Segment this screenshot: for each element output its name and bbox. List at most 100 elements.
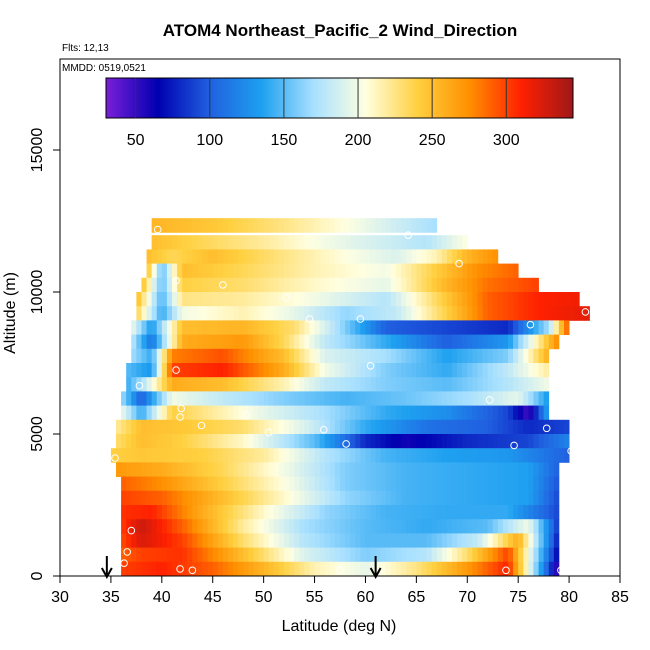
heatmap-cell: [217, 235, 224, 250]
heatmap-cell: [299, 391, 305, 406]
heatmap-cell: [528, 377, 534, 392]
heatmap-cell: [492, 306, 499, 321]
colorbar: 50 100 150 200 250 300: [105, 77, 574, 149]
heatmap-cell: [345, 348, 351, 364]
heatmap-cell: [487, 505, 494, 520]
heatmap-cell: [528, 434, 534, 449]
heatmap-cell: [416, 434, 422, 449]
heatmap-cell: [538, 419, 545, 435]
heatmap-cell: [228, 405, 234, 421]
heatmap-cell: [126, 405, 132, 421]
heatmap-cell: [452, 519, 458, 534]
heatmap-cell: [436, 334, 443, 350]
heatmap-cell: [238, 476, 244, 492]
heatmap-cell: [248, 547, 254, 563]
heatmap-cell: [446, 462, 453, 477]
heatmap-cell: [192, 391, 198, 406]
heatmap-cell: [431, 320, 438, 335]
heatmap-cell: [375, 292, 382, 307]
heatmap-cell: [513, 419, 519, 435]
heatmap-cell: [233, 320, 239, 335]
heatmap-cell: [131, 320, 137, 335]
heatmap-cell: [182, 476, 188, 492]
heatmap-cell: [334, 235, 341, 250]
heatmap-cell: [263, 462, 270, 477]
heatmap-cell: [497, 263, 504, 279]
heatmap-cell: [172, 277, 178, 293]
heatmap-cell: [457, 263, 463, 279]
heatmap-cell: [457, 448, 463, 463]
heatmap-cell: [406, 490, 412, 506]
heatmap-cell: [569, 292, 575, 307]
heatmap-cell: [192, 320, 198, 335]
heatmap-cell: [533, 490, 539, 506]
heatmap-cell: [345, 533, 351, 548]
heatmap-cell: [253, 533, 259, 548]
heatmap-cell: [156, 519, 163, 534]
heatmap-cell: [324, 519, 331, 534]
heatmap-cell: [380, 249, 387, 264]
heatmap-cell: [172, 334, 178, 350]
heatmap-cell: [156, 434, 163, 449]
heatmap-cell: [452, 561, 458, 577]
heatmap-cell: [472, 434, 478, 449]
heatmap-cell: [141, 419, 147, 435]
heatmap-row: [116, 419, 570, 435]
heatmap-cell: [136, 405, 142, 421]
heatmap-cell: [202, 505, 209, 520]
heatmap-cell: [416, 519, 422, 534]
heatmap-cell: [528, 519, 534, 534]
heatmap-cell: [467, 306, 473, 321]
measurement-point: [342, 440, 350, 448]
heatmap-cell: [182, 505, 188, 520]
heatmap-cell: [334, 448, 341, 463]
heatmap-cell: [319, 263, 326, 279]
heatmap-cell: [553, 505, 560, 520]
heatmap-cell: [289, 320, 295, 335]
heatmap-cell: [238, 391, 244, 406]
heatmap-cell: [156, 306, 163, 321]
heatmap-cell: [294, 419, 300, 435]
heatmap-cell: [161, 533, 168, 548]
heatmap-cell: [314, 363, 321, 378]
heatmap-cell: [192, 519, 198, 534]
heatmap-cell: [228, 519, 234, 534]
heatmap-cell: [487, 292, 494, 307]
heatmap-cell: [396, 348, 402, 364]
heatmap-cell: [487, 533, 494, 548]
heatmap-cell: [441, 448, 448, 463]
heatmap-cell: [294, 505, 300, 520]
heatmap-cell: [172, 292, 178, 307]
heatmap-cell: [177, 334, 183, 350]
heatmap-cell: [543, 533, 550, 548]
heatmap-cell: [258, 505, 265, 520]
heatmap-cell: [212, 490, 219, 506]
heatmap-cell: [457, 235, 463, 250]
heatmap-cell: [411, 419, 417, 435]
heatmap-cell: [314, 519, 321, 534]
heatmap-cell: [146, 320, 153, 335]
colorbar-tick-label: 100: [196, 132, 223, 149]
heatmap-cell: [253, 490, 259, 506]
heatmap-cell: [182, 363, 188, 378]
heatmap-cell: [268, 533, 275, 548]
heatmap-cell: [299, 334, 305, 350]
heatmap-cell: [263, 476, 270, 492]
heatmap-cell: [141, 490, 147, 506]
heatmap-cell: [319, 377, 326, 392]
heatmap-cell: [197, 476, 203, 492]
heatmap-cell: [518, 533, 524, 548]
heatmap-cell: [289, 277, 295, 293]
heatmap-cell: [156, 505, 163, 520]
heatmap-cell: [334, 533, 341, 548]
heatmap-cell: [543, 561, 550, 577]
heatmap-cell: [329, 348, 336, 364]
heatmap-cell: [314, 292, 321, 307]
heatmap-cell: [345, 320, 351, 335]
heatmap-cell: [396, 419, 402, 435]
heatmap-cell: [248, 519, 254, 534]
heatmap-cell: [268, 377, 275, 392]
measurement-point: [242, 411, 251, 420]
heatmap-cell: [243, 218, 249, 233]
flight-arrows: [100, 556, 382, 580]
